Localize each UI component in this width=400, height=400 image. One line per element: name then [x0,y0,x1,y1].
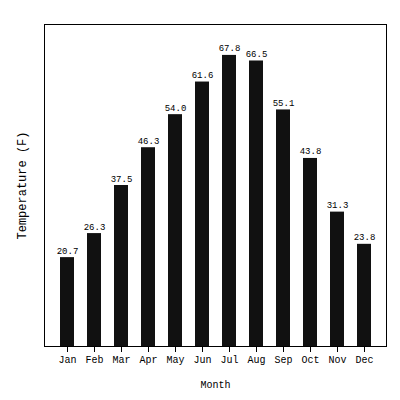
svg-text:May: May [166,355,184,366]
svg-text:55.1: 55.1 [273,99,295,109]
svg-text:37.5: 37.5 [111,175,133,185]
svg-text:Jul: Jul [220,355,238,366]
svg-text:Jan: Jan [58,355,76,366]
svg-text:Apr: Apr [139,355,157,366]
svg-text:54.0: 54.0 [165,104,187,114]
svg-text:Month: Month [200,380,230,391]
svg-text:Jun: Jun [193,355,211,366]
svg-text:23.8: 23.8 [354,233,376,243]
svg-text:66.5: 66.5 [246,50,268,60]
svg-text:31.3: 31.3 [327,201,349,211]
svg-text:Oct: Oct [301,355,319,366]
svg-text:Feb: Feb [85,355,103,366]
svg-text:Temperature (F): Temperature (F) [16,131,30,239]
svg-text:20.7: 20.7 [57,247,79,257]
svg-text:61.6: 61.6 [192,71,214,81]
svg-text:26.3: 26.3 [84,223,106,233]
svg-text:43.8: 43.8 [300,147,322,157]
svg-text:Dec: Dec [355,355,373,366]
svg-text:67.8: 67.8 [219,44,241,54]
svg-text:46.3: 46.3 [138,137,160,147]
svg-text:Mar: Mar [112,355,130,366]
svg-text:Aug: Aug [247,355,265,366]
svg-text:Sep: Sep [274,355,292,366]
svg-text:Nov: Nov [328,355,346,366]
